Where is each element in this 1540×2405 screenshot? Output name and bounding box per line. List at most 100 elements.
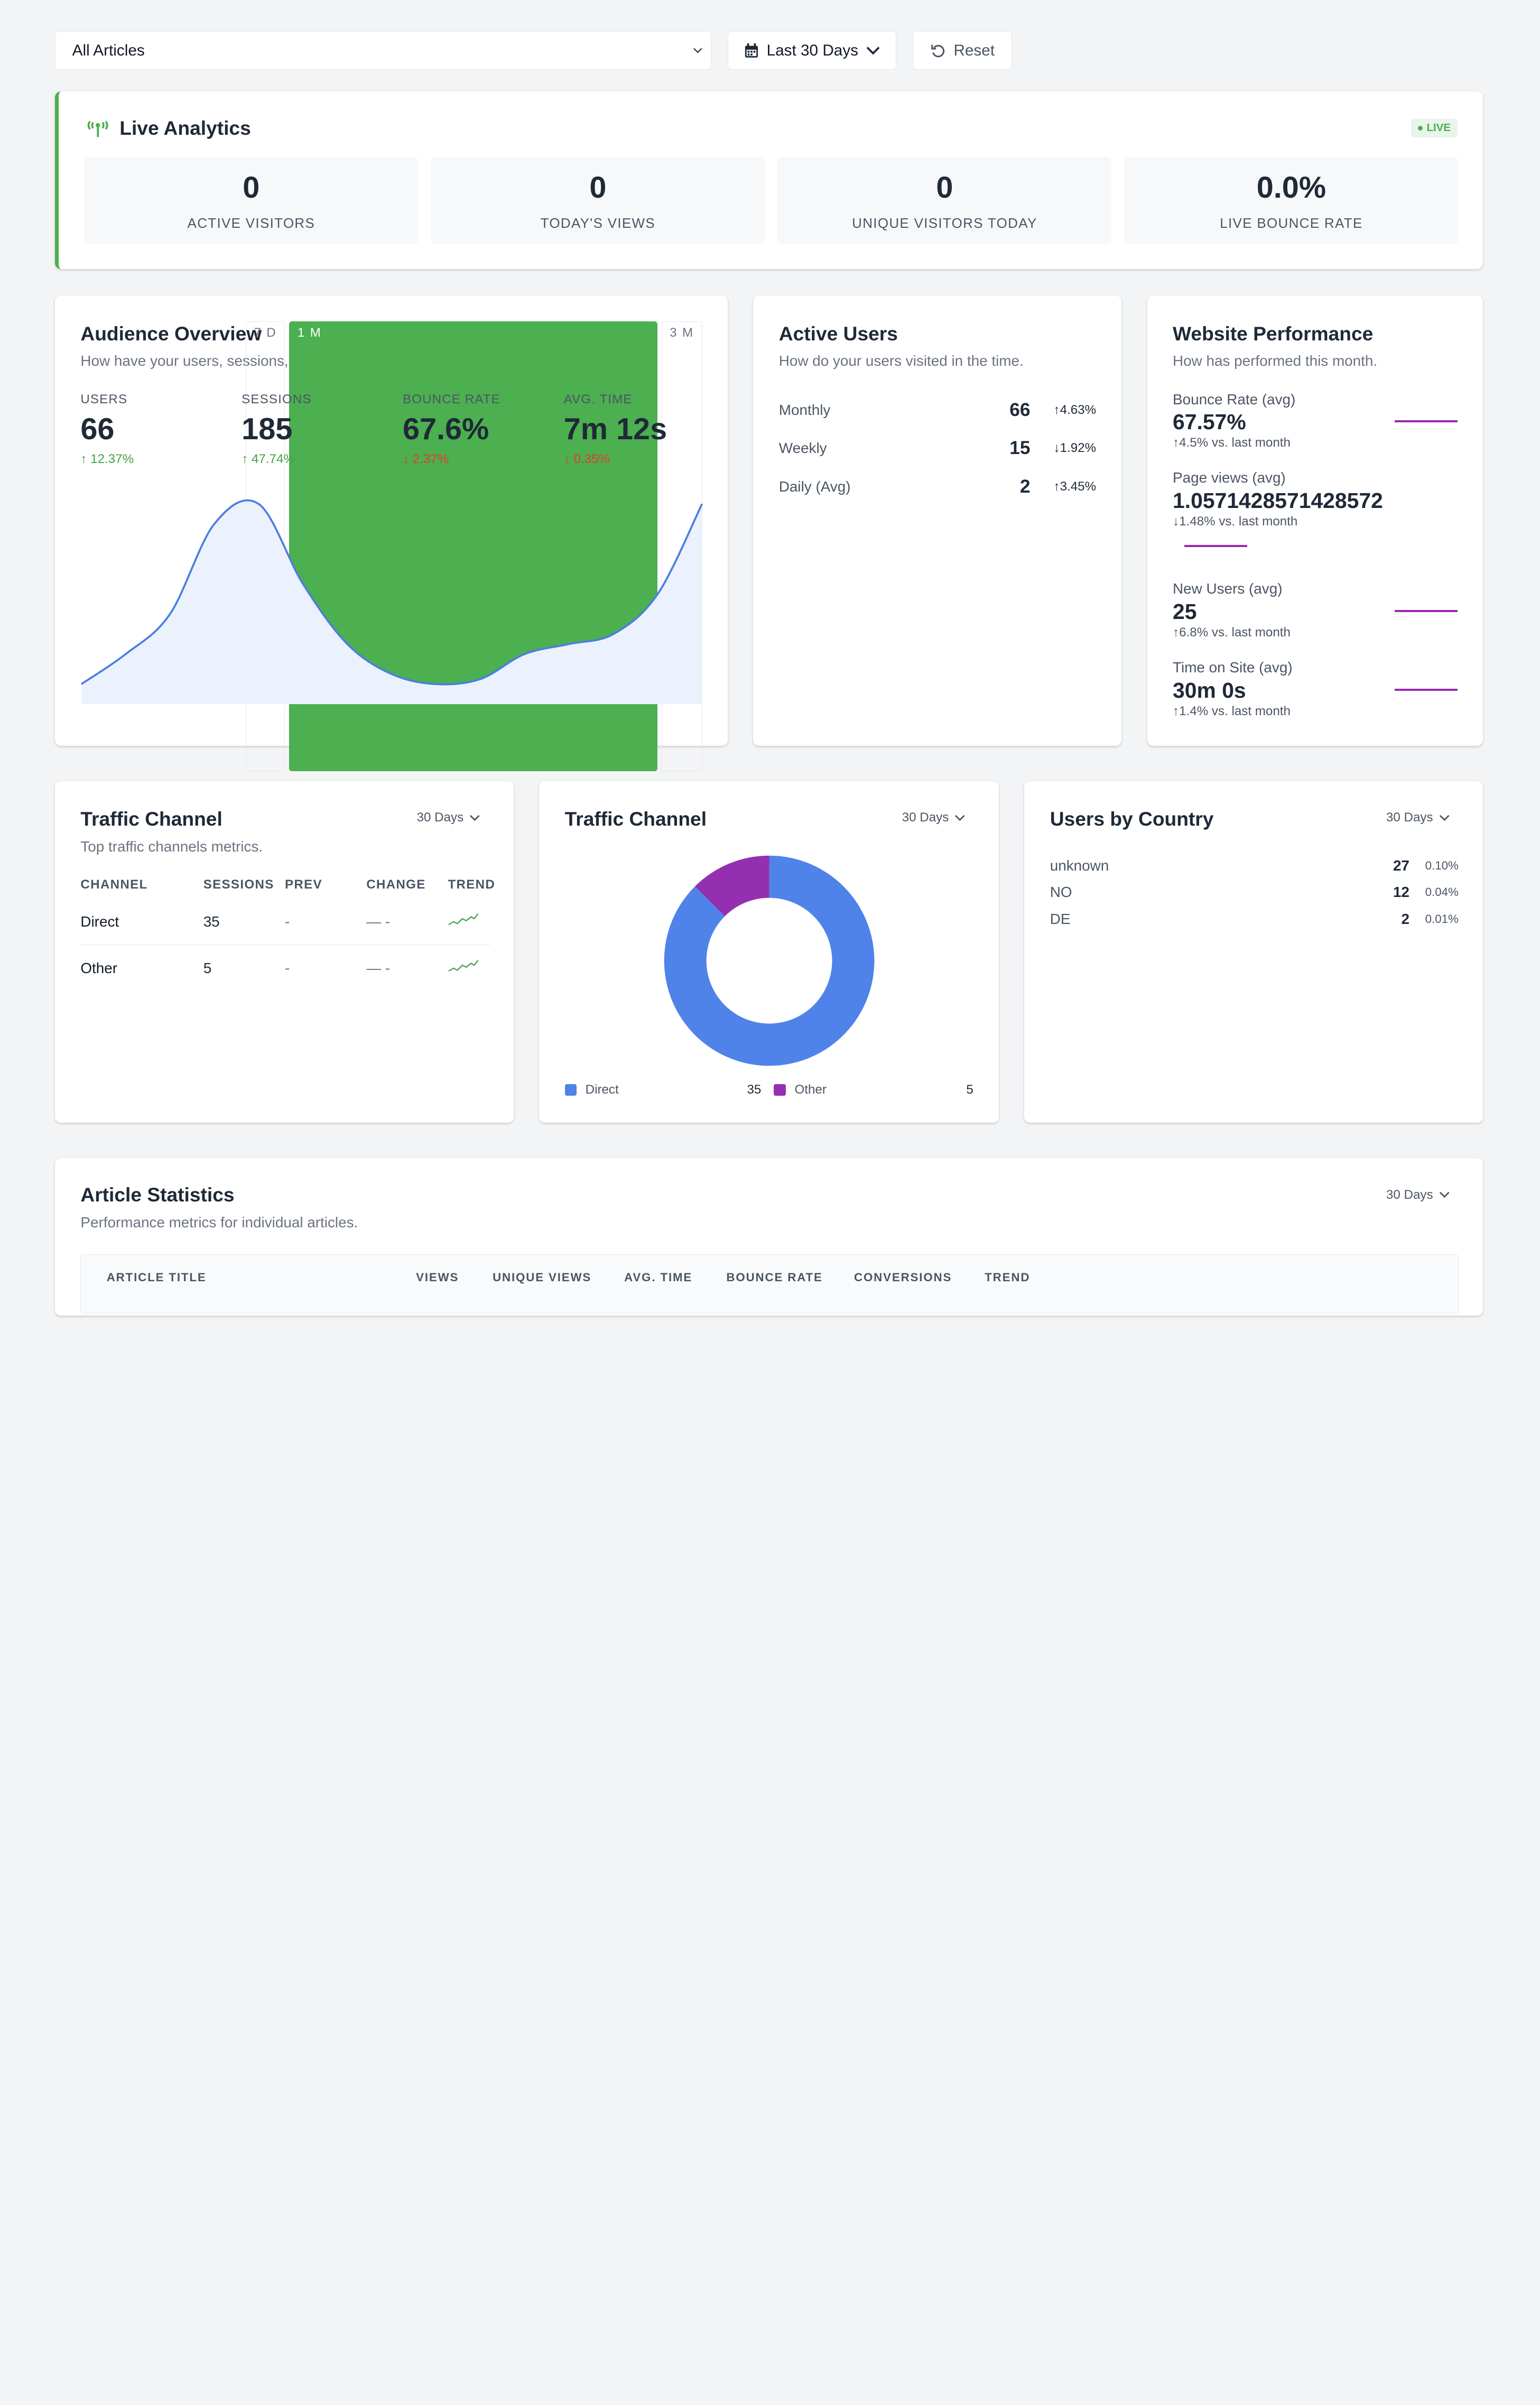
live-analytics-title: Live Analytics bbox=[119, 117, 251, 140]
days-label: 30 Days bbox=[1386, 810, 1433, 825]
live-stats: 0 ACTIVE VISITORS 0 TODAY'S VIEWS 0 UNIQ… bbox=[84, 157, 1459, 244]
country-row: DE 2 0.01% bbox=[1050, 906, 1459, 932]
metric-sessions: SESSIONS 185 ↑ 47.74% bbox=[242, 392, 403, 467]
stat-unique-visitors: 0 UNIQUE VISITORS TODAY bbox=[777, 157, 1112, 244]
column-header[interactable]: BOUNCE RATE bbox=[726, 1271, 823, 1284]
articles-header: Article Statistics Performance metrics f… bbox=[80, 1183, 358, 1231]
perf-label: Page views (avg) bbox=[1173, 469, 1286, 486]
active-users-header: Active Users How do your users visited i… bbox=[779, 322, 1024, 370]
days-dropdown[interactable]: 30 Days bbox=[1386, 810, 1450, 825]
column-header: CHANNEL bbox=[80, 877, 148, 892]
legend-label: Other bbox=[794, 1083, 827, 1097]
metric-value: 7m 12s bbox=[563, 412, 667, 446]
column-header[interactable]: TREND bbox=[985, 1271, 1031, 1284]
row-value: 2 bbox=[1019, 476, 1031, 497]
trend-sparkline-icon bbox=[448, 960, 479, 972]
live-badge: LIVE bbox=[1411, 118, 1458, 137]
reset-label: Reset bbox=[953, 41, 995, 59]
row-label: Weekly bbox=[778, 440, 827, 457]
country-list: unknown 27 0.10% NO 12 0.04% DE 2 0.01% bbox=[1050, 853, 1459, 932]
country-value: 12 bbox=[1393, 884, 1409, 901]
chevron-down-icon bbox=[470, 815, 480, 821]
country-value: 2 bbox=[1401, 910, 1409, 927]
active-users-card: Active Users How do your users visited i… bbox=[753, 295, 1122, 746]
broadcast-icon bbox=[87, 121, 108, 137]
column-header[interactable]: UNIQUE VIEWS bbox=[493, 1271, 592, 1284]
row-label: Daily (Avg) bbox=[778, 478, 851, 495]
chevron-down-icon bbox=[866, 47, 880, 55]
country-name: DE bbox=[1050, 910, 1071, 927]
metric-value: 185 bbox=[242, 412, 293, 446]
date-range-label: Last 30 Days bbox=[766, 41, 859, 59]
reset-button[interactable]: Reset bbox=[913, 31, 1012, 70]
country-row: unknown 27 0.10% bbox=[1050, 853, 1459, 879]
perf-time-on-site: Time on Site (avg) 30m 0s ↑1.4% vs. last… bbox=[1173, 659, 1460, 719]
country-title: Users by Country bbox=[1050, 807, 1214, 830]
traffic-table-header: Traffic Channel Top traffic channels met… bbox=[80, 808, 263, 855]
country-row: NO 12 0.04% bbox=[1050, 879, 1459, 905]
country-name: NO bbox=[1050, 884, 1072, 901]
articles-title: Article Statistics bbox=[80, 1183, 235, 1206]
perf-label: New Users (avg) bbox=[1173, 580, 1283, 597]
perf-sparkline bbox=[1184, 545, 1248, 548]
perf-change: ↑4.5% vs. last month bbox=[1173, 436, 1291, 450]
article-statistics-card: Article Statistics Performance metrics f… bbox=[55, 1158, 1483, 1316]
metric-label: SESSIONS bbox=[242, 392, 312, 406]
date-range-button[interactable]: Last 30 Days bbox=[728, 31, 896, 70]
column-header[interactable]: VIEWS bbox=[416, 1271, 459, 1284]
metric-change: ↑ 47.74% bbox=[242, 452, 295, 467]
row-value: 66 bbox=[1009, 399, 1031, 420]
perf-change: ↑1.4% vs. last month bbox=[1173, 704, 1291, 718]
column-header: SESSIONS bbox=[203, 877, 274, 892]
change-cell: — - bbox=[366, 913, 391, 930]
perf-sparkline bbox=[1395, 420, 1458, 423]
metric-bounce-rate: BOUNCE RATE 67.6% ↓ 2.37% bbox=[403, 392, 564, 467]
chevron-down-icon bbox=[955, 815, 966, 821]
perf-value: 1.0571428571428572 bbox=[1173, 488, 1383, 513]
traffic-table-subtitle: Top traffic channels metrics. bbox=[80, 838, 263, 855]
perf-value: 25 bbox=[1173, 599, 1197, 624]
days-dropdown[interactable]: 30 Days bbox=[902, 810, 966, 825]
column-header[interactable]: CONVERSIONS bbox=[854, 1271, 952, 1284]
legend-label: Direct bbox=[585, 1083, 619, 1097]
country-percent: 0.01% bbox=[1425, 912, 1459, 926]
table-row: Other 5 - — - bbox=[80, 945, 490, 991]
days-label: 30 Days bbox=[1386, 1187, 1433, 1202]
article-select[interactable]: All Articles bbox=[55, 31, 711, 70]
traffic-table: CHANNEL SESSIONS PREV CHANGE TREND Direc… bbox=[80, 877, 495, 992]
audience-metrics: USERS 66 ↑ 12.37% SESSIONS 185 ↑ 47.74% … bbox=[80, 392, 725, 467]
perf-new-users: New Users (avg) 25 ↑6.8% vs. last month bbox=[1173, 580, 1460, 640]
change-cell: — - bbox=[366, 959, 391, 976]
traffic-donut-title: Traffic Channel bbox=[564, 807, 707, 830]
legend-value: 35 bbox=[747, 1083, 762, 1097]
column-header[interactable]: AVG. TIME bbox=[624, 1271, 693, 1284]
country-percent: 0.10% bbox=[1425, 859, 1459, 873]
table-header-row: CHANNEL SESSIONS PREV CHANGE TREND bbox=[80, 877, 494, 899]
days-dropdown[interactable]: 30 Days bbox=[417, 810, 480, 825]
country-value: 27 bbox=[1393, 857, 1409, 874]
area-line bbox=[81, 499, 703, 686]
perf-label: Bounce Rate (avg) bbox=[1173, 391, 1296, 408]
stat-label: UNIQUE VISITORS TODAY bbox=[852, 215, 1037, 232]
perf-sparkline bbox=[1395, 610, 1458, 612]
metric-value: 67.6% bbox=[402, 412, 489, 446]
chevron-down-icon bbox=[693, 48, 702, 54]
chevron-down-icon bbox=[1439, 815, 1450, 821]
stat-label: LIVE BOUNCE RATE bbox=[1220, 215, 1363, 232]
calendar-icon bbox=[745, 43, 758, 58]
active-users-title: Active Users bbox=[778, 322, 898, 345]
row-change: ↑4.63% bbox=[1053, 402, 1097, 417]
donut-legend: Direct 35 Other 5 bbox=[564, 1083, 973, 1097]
perf-bounce-rate: Bounce Rate (avg) 67.57% ↑4.5% vs. last … bbox=[1173, 391, 1460, 451]
donut-slice-other[interactable] bbox=[694, 855, 769, 917]
stat-todays-views: 0 TODAY'S VIEWS bbox=[431, 157, 765, 244]
stat-active-visitors: 0 ACTIVE VISITORS bbox=[84, 157, 419, 244]
days-dropdown[interactable]: 30 Days bbox=[1386, 1188, 1450, 1202]
chevron-down-icon bbox=[1439, 1192, 1450, 1198]
column-header[interactable]: ARTICLE TITLE bbox=[106, 1271, 207, 1284]
days-label: 30 Days bbox=[902, 810, 949, 825]
performance-header: Website Performance How has performed th… bbox=[1173, 322, 1377, 370]
stat-label: TODAY'S VIEWS bbox=[540, 215, 656, 232]
area-fill bbox=[81, 500, 702, 705]
country-percent: 0.04% bbox=[1425, 885, 1459, 899]
